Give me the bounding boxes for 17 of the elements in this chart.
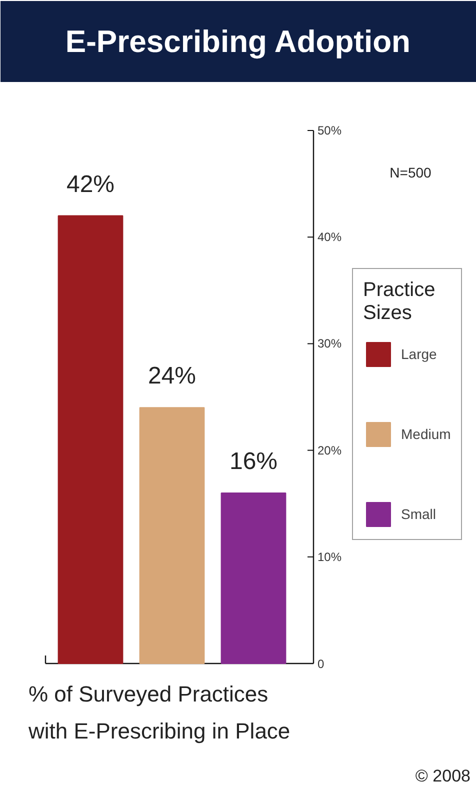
x-axis-title: % of Surveyed Practices with E-Prescribing in Place (28, 682, 290, 744)
data-label: 42% (66, 170, 115, 198)
text: N=500 (390, 164, 432, 180)
text: © 2008 (415, 766, 471, 786)
legend-label: Large (401, 346, 437, 362)
chart-title: E-Prescribing Adoption (65, 24, 410, 59)
y-tick-label: 40% (318, 230, 342, 244)
y-tick-label: 10% (318, 550, 342, 564)
legend-title: Practice Sizes (363, 279, 436, 325)
y-tick-label: 30% (318, 336, 342, 351)
data-label: 24% (148, 362, 196, 390)
legend-label: Medium (401, 426, 451, 442)
y-tick-label: 20% (318, 443, 342, 458)
legend-label: Small (401, 506, 436, 522)
data-label: 16% (229, 448, 278, 475)
y-tick-label: 50% (318, 124, 342, 138)
y-tick-label: 0 (318, 657, 324, 671)
